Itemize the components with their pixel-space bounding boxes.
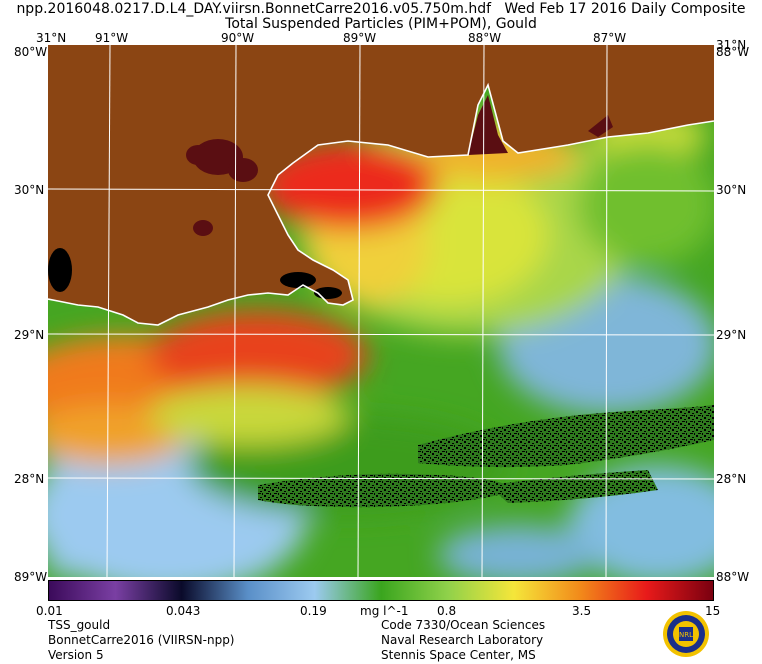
- footer-code: Code 7330/Ocean Sciences: [381, 618, 546, 632]
- meridian-89w: [357, 45, 361, 577]
- parallel-28n: [48, 477, 714, 480]
- coastline: [48, 82, 714, 326]
- footer-version: Version 5: [48, 648, 104, 662]
- colorbar: [48, 580, 714, 601]
- seal-text: NRL: [679, 631, 693, 639]
- cloud-mask-speckle: [258, 405, 714, 508]
- colorbar-tick-1: 0.043: [166, 604, 201, 618]
- lon-label-top-88w: 88°W: [468, 31, 502, 45]
- nrl-seal-logo: NRL: [662, 610, 710, 658]
- lon-label-top-87w: 87°W: [593, 31, 627, 45]
- lon-label-corner-right-top: 88°W: [716, 45, 750, 59]
- tss-map-svg: [48, 45, 714, 577]
- meridian-90w: [233, 45, 237, 577]
- graticule: [48, 45, 714, 577]
- satellite-tss-map[interactable]: [48, 45, 714, 577]
- colorbar-tick-0: 0.01: [36, 604, 63, 618]
- footer-region-sensor: BonnetCarre2016 (VIIRSN-npp): [48, 633, 235, 647]
- lon-label-corner-right-bottom: 88°W: [716, 570, 750, 584]
- lat-label-corner-top-right: 31°N: [716, 38, 747, 52]
- lat-label-left-28n: 28°N: [14, 472, 45, 486]
- meridian-88w: [481, 45, 485, 577]
- footer-location: Stennis Space Center, MS: [381, 648, 536, 662]
- colorbar-units: mg l^-1: [360, 604, 409, 618]
- lat-label-left-29n: 29°N: [14, 328, 45, 342]
- meridian-91w: [106, 45, 111, 577]
- lat-label-left-30n: 30°N: [14, 183, 45, 197]
- product-filename-title: npp.2016048.0217.D.L4_DAY.viirsn.BonnetC…: [16, 1, 746, 17]
- lat-label-right-30n: 30°N: [716, 183, 747, 197]
- footer-organization: Naval Research Laboratory: [381, 633, 544, 647]
- inland-masked-water: [48, 248, 342, 299]
- colorbar-tick-5: 15: [705, 604, 721, 618]
- meridian-87w: [605, 45, 608, 577]
- tss-color-field: [48, 110, 714, 577]
- lat-label-right-28n: 28°N: [716, 472, 747, 486]
- lon-label-corner-left-bottom: 89°W: [14, 570, 48, 584]
- colorbar-tick-4: 3.5: [572, 604, 592, 618]
- parallel-29n: [48, 333, 714, 336]
- inland-water-high-tss: [186, 95, 613, 236]
- lon-label-top-90w: 90°W: [221, 31, 255, 45]
- footer-product-name: TSS_gould: [48, 618, 111, 632]
- product-variable-title: Total Suspended Particles (PIM+POM), Gou…: [225, 16, 537, 32]
- colorbar-tick-3: 0.8: [437, 604, 457, 618]
- lat-label-right-29n: 29°N: [716, 328, 747, 342]
- lon-label-corner-left-top: 80°W: [14, 45, 48, 59]
- lon-label-top-91w: 91°W: [95, 31, 129, 45]
- colorbar-tick-2: 0.19: [300, 604, 327, 618]
- lon-label-top-89w: 89°W: [343, 31, 377, 45]
- land-mass: [48, 45, 714, 325]
- lat-label-corner-top-left: 31°N: [36, 31, 67, 45]
- parallel-30n: [48, 188, 714, 192]
